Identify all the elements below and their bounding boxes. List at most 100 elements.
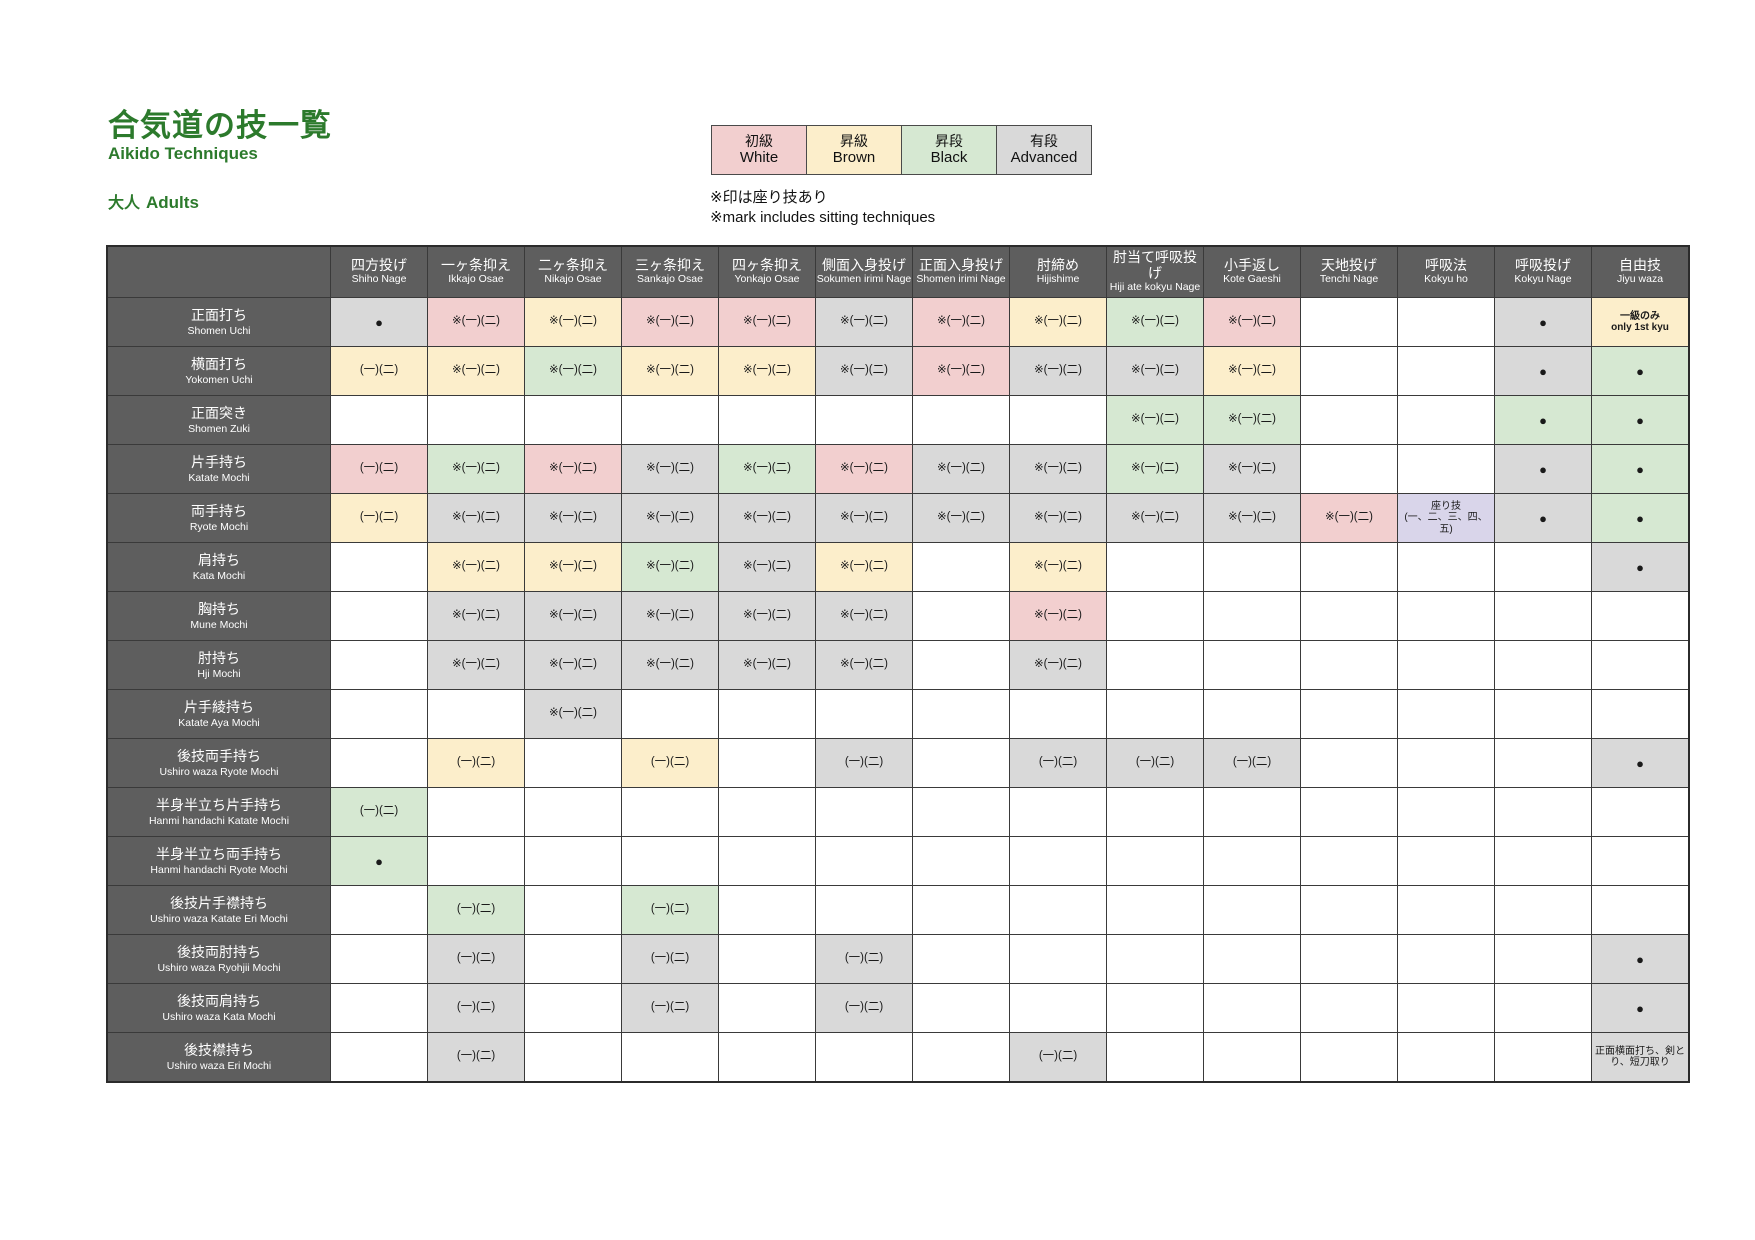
technique-cell[interactable]: ※(一)(二) — [1300, 493, 1398, 543]
technique-cell[interactable] — [621, 689, 719, 739]
technique-cell[interactable]: ※(一)(二) — [621, 444, 719, 494]
technique-cell[interactable] — [427, 787, 525, 837]
technique-cell[interactable]: ● — [1494, 444, 1592, 494]
technique-cell[interactable] — [1397, 297, 1495, 347]
technique-cell[interactable]: ※(一)(二) — [1106, 346, 1204, 396]
technique-cell[interactable] — [1397, 983, 1495, 1033]
technique-cell[interactable] — [1397, 346, 1495, 396]
technique-cell[interactable] — [1009, 395, 1107, 445]
technique-cell[interactable] — [1106, 542, 1204, 592]
technique-cell[interactable] — [1009, 836, 1107, 886]
technique-cell[interactable] — [524, 836, 622, 886]
technique-cell[interactable]: ※(一)(二) — [524, 640, 622, 690]
technique-cell[interactable] — [330, 885, 428, 935]
technique-cell[interactable] — [1397, 689, 1495, 739]
technique-cell[interactable] — [330, 738, 428, 788]
technique-cell[interactable] — [1203, 1032, 1301, 1083]
technique-cell[interactable]: ※(一)(二) — [1009, 542, 1107, 592]
technique-cell[interactable] — [718, 934, 816, 984]
technique-cell[interactable]: (一)(二) — [1106, 738, 1204, 788]
technique-cell[interactable]: ※(一)(二) — [1203, 297, 1301, 347]
technique-cell[interactable] — [1300, 297, 1398, 347]
technique-cell[interactable] — [1203, 885, 1301, 935]
technique-cell[interactable]: 正面横面打ち、剣とり、短刀取り — [1591, 1032, 1690, 1083]
technique-cell[interactable] — [912, 738, 1010, 788]
technique-cell[interactable]: (一)(二) — [330, 346, 428, 396]
technique-cell[interactable] — [1494, 1032, 1592, 1083]
technique-cell[interactable] — [718, 836, 816, 886]
technique-cell[interactable]: ※(一)(二) — [718, 640, 816, 690]
technique-cell[interactable]: ※(一)(二) — [524, 591, 622, 641]
technique-cell[interactable] — [1106, 689, 1204, 739]
technique-cell[interactable] — [524, 1032, 622, 1083]
technique-cell[interactable] — [1494, 836, 1592, 886]
technique-cell[interactable]: (一)(二) — [1009, 738, 1107, 788]
technique-cell[interactable] — [1494, 689, 1592, 739]
technique-cell[interactable] — [1397, 542, 1495, 592]
technique-cell[interactable]: ※(一)(二) — [524, 297, 622, 347]
technique-cell[interactable]: (一)(二) — [427, 738, 525, 788]
technique-cell[interactable] — [524, 885, 622, 935]
technique-cell[interactable]: ※(一)(二) — [524, 444, 622, 494]
technique-cell[interactable] — [1397, 444, 1495, 494]
technique-cell[interactable] — [330, 640, 428, 690]
technique-cell[interactable] — [330, 689, 428, 739]
technique-cell[interactable]: ※(一)(二) — [1009, 591, 1107, 641]
technique-cell[interactable] — [1300, 640, 1398, 690]
technique-cell[interactable] — [330, 542, 428, 592]
technique-cell[interactable]: ※(一)(二) — [718, 297, 816, 347]
technique-cell[interactable] — [621, 395, 719, 445]
technique-cell[interactable] — [1009, 934, 1107, 984]
technique-cell[interactable]: ※(一)(二) — [524, 542, 622, 592]
technique-cell[interactable] — [524, 738, 622, 788]
technique-cell[interactable]: ※(一)(二) — [1009, 297, 1107, 347]
technique-cell[interactable] — [1106, 836, 1204, 886]
technique-cell[interactable] — [1300, 934, 1398, 984]
technique-cell[interactable]: ※(一)(二) — [815, 493, 913, 543]
technique-cell[interactable] — [330, 591, 428, 641]
technique-cell[interactable] — [1203, 689, 1301, 739]
technique-cell[interactable] — [1591, 591, 1690, 641]
technique-cell[interactable] — [1397, 836, 1495, 886]
technique-cell[interactable]: ※(一)(二) — [815, 542, 913, 592]
technique-cell[interactable]: ※(一)(二) — [1009, 640, 1107, 690]
technique-cell[interactable]: ※(一)(二) — [912, 493, 1010, 543]
technique-cell[interactable] — [1300, 542, 1398, 592]
technique-cell[interactable]: ※(一)(二) — [524, 346, 622, 396]
technique-cell[interactable]: ※(一)(二) — [427, 444, 525, 494]
technique-cell[interactable] — [330, 1032, 428, 1083]
technique-cell[interactable] — [427, 689, 525, 739]
technique-cell[interactable] — [1494, 983, 1592, 1033]
technique-cell[interactable] — [912, 395, 1010, 445]
technique-cell[interactable] — [718, 787, 816, 837]
technique-cell[interactable] — [718, 1032, 816, 1083]
technique-cell[interactable] — [1009, 689, 1107, 739]
technique-cell[interactable] — [1494, 787, 1592, 837]
technique-cell[interactable]: ● — [1591, 738, 1690, 788]
technique-cell[interactable] — [524, 983, 622, 1033]
technique-cell[interactable]: (一)(二) — [330, 493, 428, 543]
technique-cell[interactable] — [815, 689, 913, 739]
technique-cell[interactable] — [718, 738, 816, 788]
technique-cell[interactable] — [815, 885, 913, 935]
technique-cell[interactable] — [1397, 640, 1495, 690]
technique-cell[interactable] — [1494, 738, 1592, 788]
technique-cell[interactable]: (一)(二) — [815, 934, 913, 984]
technique-cell[interactable] — [1300, 395, 1398, 445]
technique-cell[interactable] — [1397, 738, 1495, 788]
technique-cell[interactable]: ※(一)(二) — [718, 444, 816, 494]
technique-cell[interactable]: ※(一)(二) — [1203, 395, 1301, 445]
technique-cell[interactable]: ● — [1494, 297, 1592, 347]
technique-cell[interactable] — [1494, 591, 1592, 641]
technique-cell[interactable]: ※(一)(二) — [718, 591, 816, 641]
technique-cell[interactable] — [427, 395, 525, 445]
technique-cell[interactable]: ● — [330, 297, 428, 347]
technique-cell[interactable]: ※(一)(二) — [912, 444, 1010, 494]
technique-cell[interactable] — [330, 983, 428, 1033]
technique-cell[interactable]: ※(一)(二) — [718, 346, 816, 396]
technique-cell[interactable]: 一級のみ only 1st kyu — [1591, 297, 1690, 347]
technique-cell[interactable] — [1300, 885, 1398, 935]
technique-cell[interactable] — [912, 640, 1010, 690]
technique-cell[interactable]: ● — [1591, 983, 1690, 1033]
technique-cell[interactable] — [718, 983, 816, 1033]
